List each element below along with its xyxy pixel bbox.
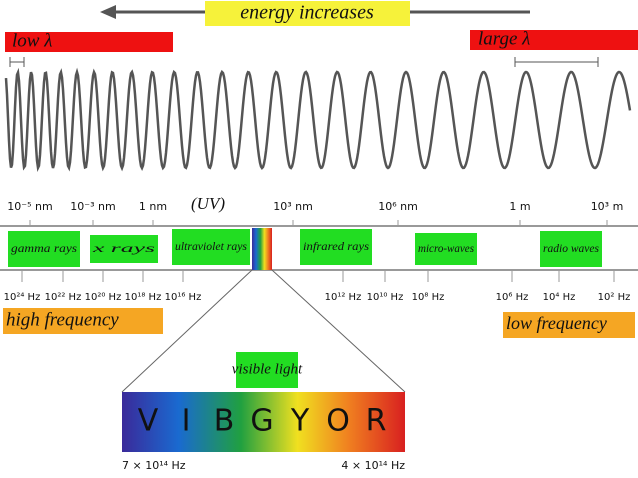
wavelength-label: 10³ m [591,200,624,213]
spectrum-letter: R [366,404,387,439]
large-lambda-text: large λ [478,28,530,49]
frequency-label: 10⁸ Hz [412,292,445,303]
large-lambda-bar [470,30,638,50]
band-box [8,231,80,267]
spectrum-letter: O [326,404,350,439]
band-box [172,229,250,265]
visible-right-label: 4 × 10¹⁴ Hz [341,459,405,472]
arrow-head [100,5,116,19]
band-box [90,235,158,263]
frequency-label: 10⁴ Hz [543,292,576,303]
high-frequency-box [3,308,163,334]
spectrum-letter: I [182,404,191,439]
low-lambda-text: low λ [12,30,52,51]
visible-strip [252,228,272,270]
band-label: x rays [91,241,156,255]
low-frequency-text: low frequency [506,313,607,333]
band-label: infrared rays [303,239,369,253]
band-label: ultraviolet rays [175,239,247,253]
high-frequency-text: high frequency [6,309,119,330]
wavelength-label: 10⁻³ nm [70,200,115,213]
frequency-label: 10¹² Hz [325,292,362,303]
band-box [540,231,602,267]
energy-text: energy increases [240,2,374,24]
wavelength-label: 1 nm [139,200,167,213]
frequency-label: 10¹⁸ Hz [125,292,162,303]
spectrum-letter: G [250,404,273,439]
visible-light-text: visible light [232,361,303,377]
spectrum-letter: V [138,404,159,439]
frequency-label: 10²² Hz [45,292,82,303]
low-frequency-box [503,312,635,338]
wavelength-label: 10⁻⁵ nm [7,200,52,213]
band-label: radio waves [543,241,599,255]
wavelength-label: 10⁶ nm [378,200,418,213]
frequency-label: 10¹⁰ Hz [367,292,404,303]
band-label: micro-waves [418,241,474,255]
frequency-label: 10⁶ Hz [496,292,529,303]
band-box [300,229,372,265]
wavelength-label: 1 m [509,200,530,213]
spectrum-letter: Y [290,404,310,439]
energy-box [205,1,410,26]
low-lambda-bar [5,32,173,52]
frequency-label: 10²⁰ Hz [85,292,122,303]
frequency-label: 10¹⁶ Hz [165,292,202,303]
visible-light-box [236,352,298,388]
wave [4,67,632,172]
band-label: gamma rays [11,241,77,255]
wavelength-label: 10³ nm [273,200,313,213]
wavelength-markers [9,57,599,67]
visible-left-label: 7 × 10¹⁴ Hz [122,459,186,472]
zoom-lines [121,269,406,393]
visible-spectrum [122,392,405,452]
frequency-label: 10²⁴ Hz [4,292,41,303]
band-box [415,233,477,265]
spectrum-letter: B [214,404,235,439]
uv-note: (UV) [191,194,225,213]
frequency-label: 10² Hz [598,292,631,303]
